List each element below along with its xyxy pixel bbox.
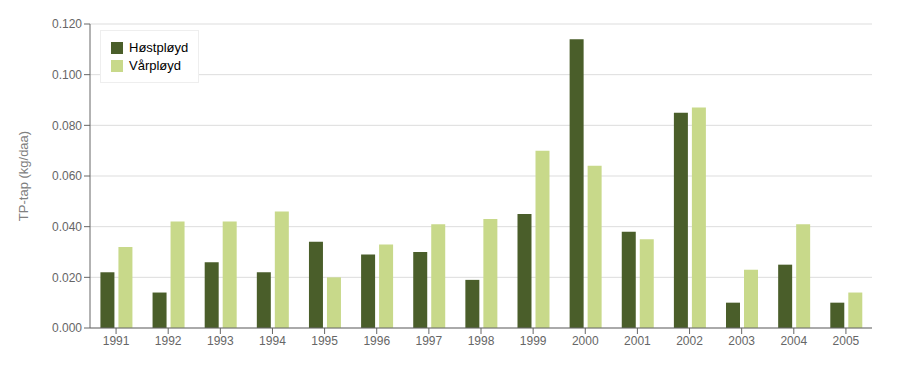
svg-text:1994: 1994 — [259, 334, 286, 348]
svg-text:2001: 2001 — [624, 334, 651, 348]
svg-text:0.000: 0.000 — [52, 321, 82, 335]
svg-text:1991: 1991 — [103, 334, 130, 348]
svg-text:1995: 1995 — [311, 334, 338, 348]
svg-text:1993: 1993 — [207, 334, 234, 348]
html-text:Vårpløyd: Vårpløyd — [129, 58, 181, 73]
svg-text:0.020: 0.020 — [52, 271, 82, 285]
svg-text:0.040: 0.040 — [52, 220, 82, 234]
svg-text:0.060: 0.060 — [52, 169, 82, 183]
html-text:Høstpløyd: Høstpløyd — [129, 40, 189, 55]
svg-text:1998: 1998 — [468, 334, 495, 348]
svg-text:1999: 1999 — [520, 334, 547, 348]
svg-text:2000: 2000 — [572, 334, 599, 348]
svg-text:0.100: 0.100 — [52, 68, 82, 82]
svg-text:2003: 2003 — [728, 334, 755, 348]
svg-text:0.120: 0.120 — [52, 17, 82, 31]
svg-text:2005: 2005 — [833, 334, 860, 348]
svg-text:1996: 1996 — [363, 334, 390, 348]
svg-text:1992: 1992 — [155, 334, 182, 348]
svg-text:2004: 2004 — [780, 334, 807, 348]
svg-text:0.080: 0.080 — [52, 119, 82, 133]
svg-text:2002: 2002 — [676, 334, 703, 348]
svg-text:1997: 1997 — [416, 334, 443, 348]
svg-text:TP-tap (kg/daa): TP-tap (kg/daa) — [16, 131, 31, 221]
